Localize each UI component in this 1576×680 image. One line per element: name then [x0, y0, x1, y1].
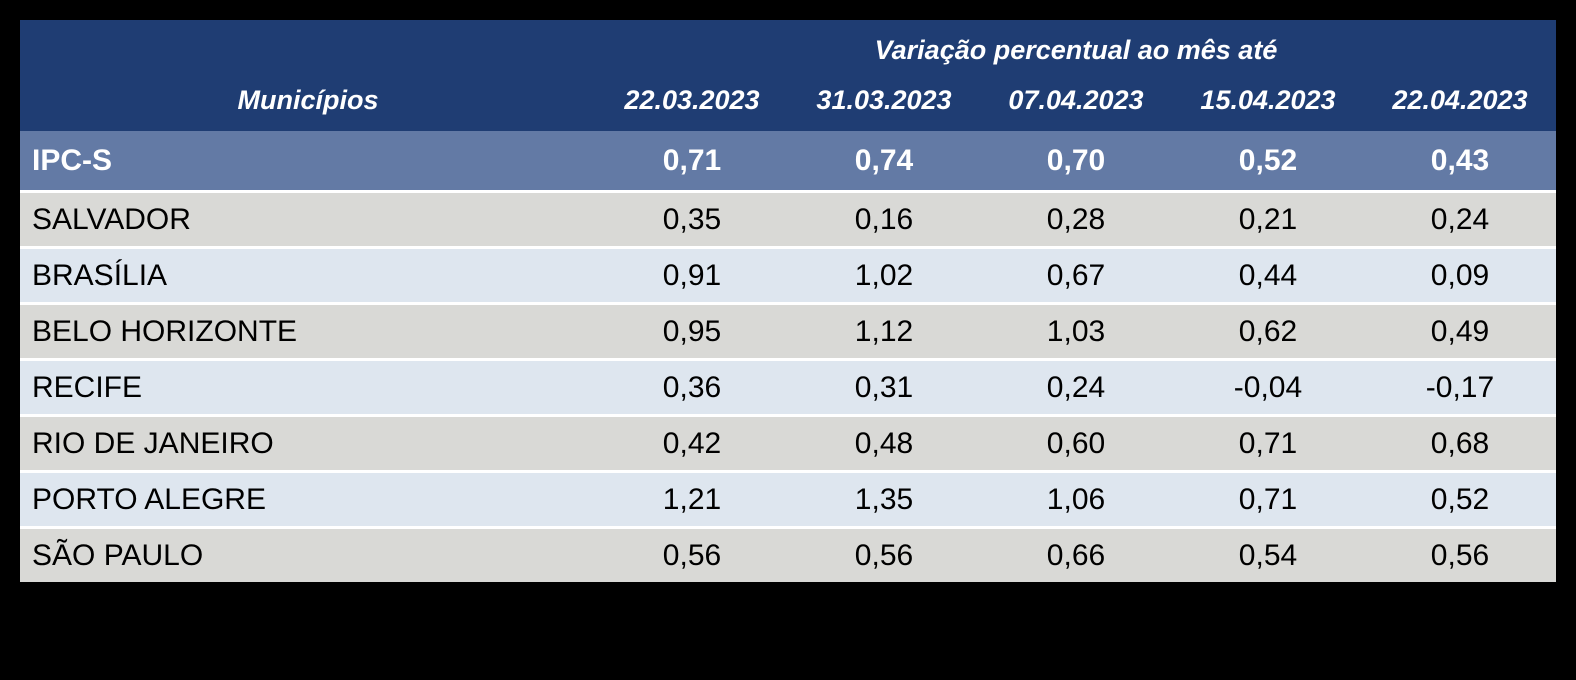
- row-label: BELO HORIZONTE: [32, 314, 298, 348]
- cell-value: 0,16: [854, 202, 914, 236]
- header-group-row: Variação percentual ao mês até: [20, 24, 1556, 76]
- cell-value: 1,06: [1046, 482, 1106, 516]
- row-label: SALVADOR: [32, 202, 191, 236]
- cell-value: 0,49: [1430, 314, 1490, 348]
- column-header-date-1: 22.03.2023: [624, 85, 760, 115]
- row-label: BRASÍLIA: [32, 258, 168, 292]
- row-label: RIO DE JANEIRO: [32, 426, 274, 460]
- cell-value: 0,56: [854, 538, 914, 572]
- column-header-date-4: 15.04.2023: [1200, 85, 1336, 115]
- cell-value: 0,44: [1238, 258, 1298, 292]
- table-row-porto-alegre: PORTO ALEGRE 1,21 1,35 1,06 0,71 0,52: [20, 470, 1556, 526]
- cell-value: 0,24: [1430, 202, 1490, 236]
- cell-value: -0,04: [1233, 370, 1303, 404]
- cell-value: 1,03: [1046, 314, 1106, 348]
- cell-value: 0,71: [662, 143, 722, 177]
- cell-value: 0,66: [1046, 538, 1106, 572]
- cell-value: 1,35: [854, 482, 914, 516]
- cell-value: 0,28: [1046, 202, 1106, 236]
- cell-value: 0,56: [662, 538, 722, 572]
- cell-value: 1,21: [662, 482, 722, 516]
- table-row-salvador: SALVADOR 0,35 0,16 0,28 0,21 0,24: [20, 190, 1556, 246]
- cell-value: 0,68: [1430, 426, 1490, 460]
- table-body: SALVADOR 0,35 0,16 0,28 0,21 0,24 BRASÍL…: [20, 190, 1556, 582]
- cell-value: 1,12: [854, 314, 914, 348]
- cell-value: 0,48: [854, 426, 914, 460]
- cell-value: 0,74: [854, 143, 914, 177]
- header-columns-row: Municípios 22.03.2023 31.03.2023 07.04.2…: [20, 76, 1556, 131]
- cell-value: 0,71: [1238, 482, 1298, 516]
- table-row-belo-horizonte: BELO HORIZONTE 0,95 1,12 1,03 0,62 0,49: [20, 302, 1556, 358]
- cell-value: 0,71: [1238, 426, 1298, 460]
- column-header-date-5: 22.04.2023: [1392, 85, 1528, 115]
- cell-value: 0,42: [662, 426, 722, 460]
- column-header-date-2: 31.03.2023: [816, 85, 952, 115]
- table-row-brasilia: BRASÍLIA 0,91 1,02 0,67 0,44 0,09: [20, 246, 1556, 302]
- table-row-recife: RECIFE 0,36 0,31 0,24 -0,04 -0,17: [20, 358, 1556, 414]
- column-header-date-3: 07.04.2023: [1008, 85, 1144, 115]
- row-label: RECIFE: [32, 370, 143, 404]
- row-label: PORTO ALEGRE: [32, 482, 266, 516]
- cell-value: 0,95: [662, 314, 722, 348]
- cell-value: 0,52: [1430, 482, 1490, 516]
- cell-value: 0,56: [1430, 538, 1490, 572]
- row-label: SÃO PAULO: [32, 538, 204, 572]
- cell-value: 0,35: [662, 202, 722, 236]
- cell-value: 0,67: [1046, 258, 1106, 292]
- cell-value: 0,21: [1238, 202, 1298, 236]
- cell-value: 0,31: [854, 370, 914, 404]
- cell-value: 0,91: [662, 258, 722, 292]
- row-label-ipcs: IPC-S: [32, 143, 113, 177]
- cell-value: 0,43: [1430, 143, 1490, 177]
- cell-value: 0,54: [1238, 538, 1298, 572]
- cell-value: -0,17: [1425, 370, 1495, 404]
- cell-value: 0,52: [1238, 143, 1298, 177]
- cell-value: 0,36: [662, 370, 722, 404]
- cell-value: 0,24: [1046, 370, 1106, 404]
- group-title: Variação percentual ao mês até: [874, 34, 1278, 65]
- cell-value: 1,02: [854, 258, 914, 292]
- cell-value: 0,09: [1430, 258, 1490, 292]
- table-row-ipcs: IPC-S 0,71 0,74 0,70 0,52 0,43: [20, 131, 1556, 190]
- ipcs-municipios-table: Variação percentual ao mês até Município…: [20, 20, 1556, 582]
- table-row-rio-de-janeiro: RIO DE JANEIRO 0,42 0,48 0,60 0,71 0,68: [20, 414, 1556, 470]
- table-header: Variação percentual ao mês até Município…: [20, 20, 1556, 131]
- cell-value: 0,60: [1046, 426, 1106, 460]
- table-row-sao-paulo: SÃO PAULO 0,56 0,56 0,66 0,54 0,56: [20, 526, 1556, 582]
- column-header-municipios: Municípios: [237, 85, 379, 115]
- cell-value: 0,62: [1238, 314, 1298, 348]
- cell-value: 0,70: [1046, 143, 1106, 177]
